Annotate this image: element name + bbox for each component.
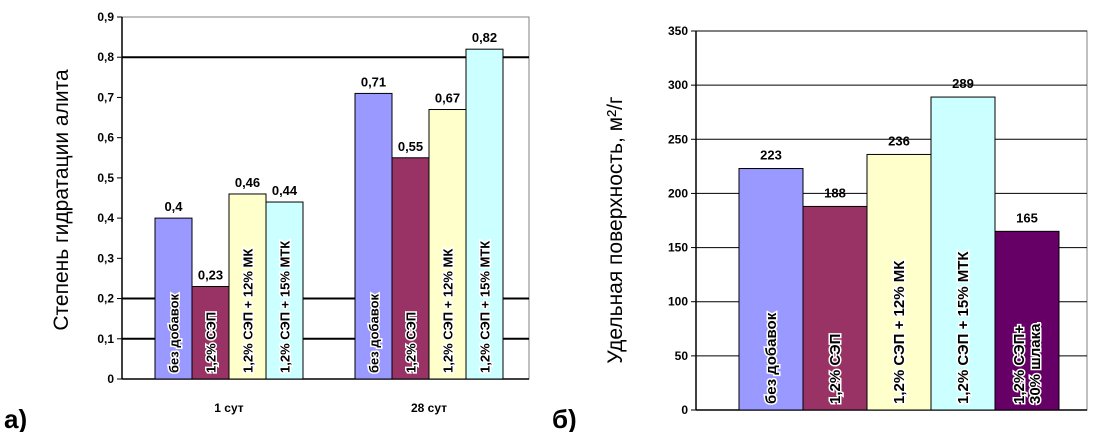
series-label-a: без добавок	[367, 293, 382, 373]
y-tick-label-a: 0,3	[97, 251, 114, 265]
bar-b	[994, 230, 1060, 411]
bar-a	[228, 193, 267, 380]
y-tick-label-a: 0,5	[97, 171, 114, 185]
y-tick-label-a: 0,9	[97, 10, 114, 24]
series-label-a: 1,2% СЭП + 12% МК	[441, 249, 456, 373]
panel-b-letter: б)	[552, 404, 577, 432]
data-label-a: 0,46	[235, 175, 260, 190]
series-label-a: без добавок	[167, 293, 182, 373]
data-label-b: 188	[824, 185, 846, 200]
bar-a	[428, 109, 467, 380]
series-label-b: 1,2% СЭП + 12% МК	[891, 260, 908, 404]
y-tick-label-a: 0,8	[97, 50, 114, 64]
bar-a	[265, 201, 304, 380]
data-label-a: 0,4	[164, 199, 183, 214]
bar-b	[930, 96, 996, 411]
series-label-b: 1,2% СЭП	[827, 334, 844, 404]
y-tick-label-b: 50	[675, 349, 689, 363]
y-tick-label-a: 0	[107, 372, 114, 386]
series-label-a: 1,2% СЭП	[404, 312, 419, 373]
x-category-label-a: 1 сут	[214, 401, 244, 415]
panel-a-letter: а)	[4, 404, 27, 432]
chart-b-specific-surface: 0 50 100 150 200 250 300 350 Удельная поверхност…	[604, 24, 1088, 417]
series-label-a: 1,2% СЭП	[204, 312, 219, 373]
data-label-b: 289	[952, 76, 974, 91]
bar-a	[391, 157, 430, 380]
series-label-a: 1,2% СЭП + 15% МТК	[478, 241, 493, 373]
chart-a-hydration-degree: 0 0,1 0,2 0,3 0,4 0,5 0,6 0,7 0,8 0,9 Степень гидр…	[50, 10, 530, 415]
bar-a	[354, 92, 393, 380]
y-tick-label-a: 0,4	[97, 211, 114, 225]
data-label-a: 0,67	[435, 91, 460, 106]
data-label-b: 165	[1016, 210, 1038, 225]
y-tick-label-b: 150	[668, 241, 688, 255]
bar-a	[191, 285, 230, 380]
series-label-b: 30% шлака	[1027, 323, 1044, 404]
x-category-label-a: 28 сут	[411, 401, 447, 415]
data-label-a: 0,71	[361, 74, 386, 89]
data-label-b: 236	[888, 133, 910, 148]
data-label-a: 0,82	[472, 30, 497, 45]
y-axis-title-b: Удельная поверхность, м²/г	[604, 96, 627, 363]
y-axis-title-a: Степень гидратации алита	[50, 69, 73, 331]
data-label-a: 0,44	[272, 183, 298, 198]
y-tick-label-b: 0	[681, 403, 688, 417]
y-tick-label-b: 200	[668, 186, 688, 200]
data-label-b: 223	[760, 148, 782, 163]
bar-a	[465, 48, 504, 380]
series-label-a: 1,2% СЭП + 15% МТК	[278, 241, 293, 373]
series-label-b: 1,2% СЭП+	[1011, 325, 1028, 404]
y-tick-label-b: 350	[668, 24, 688, 38]
y-tick-label-b: 250	[668, 132, 688, 146]
y-tick-label-a: 0,1	[97, 332, 114, 346]
y-tick-label-a: 0,6	[97, 131, 114, 145]
y-tick-label-a: 0,7	[97, 90, 114, 104]
series-label-b: 1,2% СЭП + 15% МТК	[955, 251, 972, 404]
series-label-b: без добавок	[763, 312, 780, 404]
y-tick-label-b: 100	[668, 295, 688, 309]
data-label-a: 0,55	[398, 139, 423, 154]
bar-b	[738, 168, 804, 411]
series-label-a: 1,2% СЭП + 12% МК	[241, 249, 256, 373]
y-tick-label-a: 0,2	[97, 292, 114, 306]
y-tick-label-b: 300	[668, 78, 688, 92]
bar-b	[802, 205, 868, 411]
data-label-a: 0,23	[198, 267, 223, 282]
